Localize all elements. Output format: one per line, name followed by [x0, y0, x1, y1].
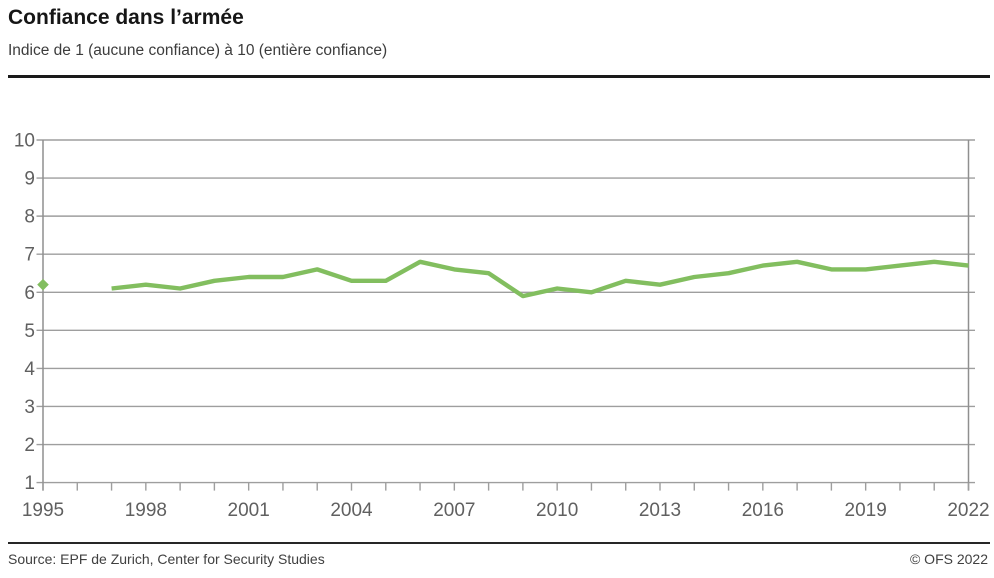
y-tick-label: 6: [24, 283, 35, 304]
copyright-note: © OFS 2022: [909, 551, 988, 567]
y-tick-label: 10: [14, 131, 35, 152]
x-tick-label: 2016: [742, 500, 784, 521]
x-tick-label: 2022: [947, 500, 989, 521]
footer-divider: [8, 542, 990, 544]
x-tick-label: 2019: [845, 500, 887, 521]
series-line: [111, 259, 969, 299]
y-tick-label: 9: [24, 169, 35, 190]
x-tick-label: 1995: [22, 500, 64, 521]
chart-footer: Source: EPF de Zurich, Center for Securi…: [8, 551, 988, 567]
y-tick-label: 3: [24, 397, 35, 418]
chart-subtitle: Indice de 1 (aucune confiance) à 10 (ent…: [8, 42, 388, 59]
x-tick-label: 2004: [330, 500, 373, 521]
x-tick-label: 2001: [228, 500, 270, 521]
chart-header: Confiance dans l’armée Indice de 1 (aucu…: [8, 5, 387, 60]
source-note: Source: EPF de Zurich, Center for Securi…: [8, 551, 325, 567]
y-tick-label: 8: [24, 207, 35, 228]
x-tick-label: 2010: [536, 500, 578, 521]
y-tick-label: 1: [24, 473, 35, 494]
x-tick-label: 2013: [639, 500, 681, 521]
x-tick-label: 1998: [125, 500, 167, 521]
y-tick-label: 4: [24, 359, 35, 380]
y-tick-label: 5: [24, 321, 35, 342]
header-divider: [8, 75, 990, 78]
y-tick-label: 2: [24, 435, 35, 456]
y-tick-label: 7: [24, 245, 35, 266]
isolated-point-diamond: [37, 278, 49, 291]
page-title: Confiance dans l’armée: [8, 6, 244, 29]
x-tick-label: 2007: [433, 500, 475, 521]
